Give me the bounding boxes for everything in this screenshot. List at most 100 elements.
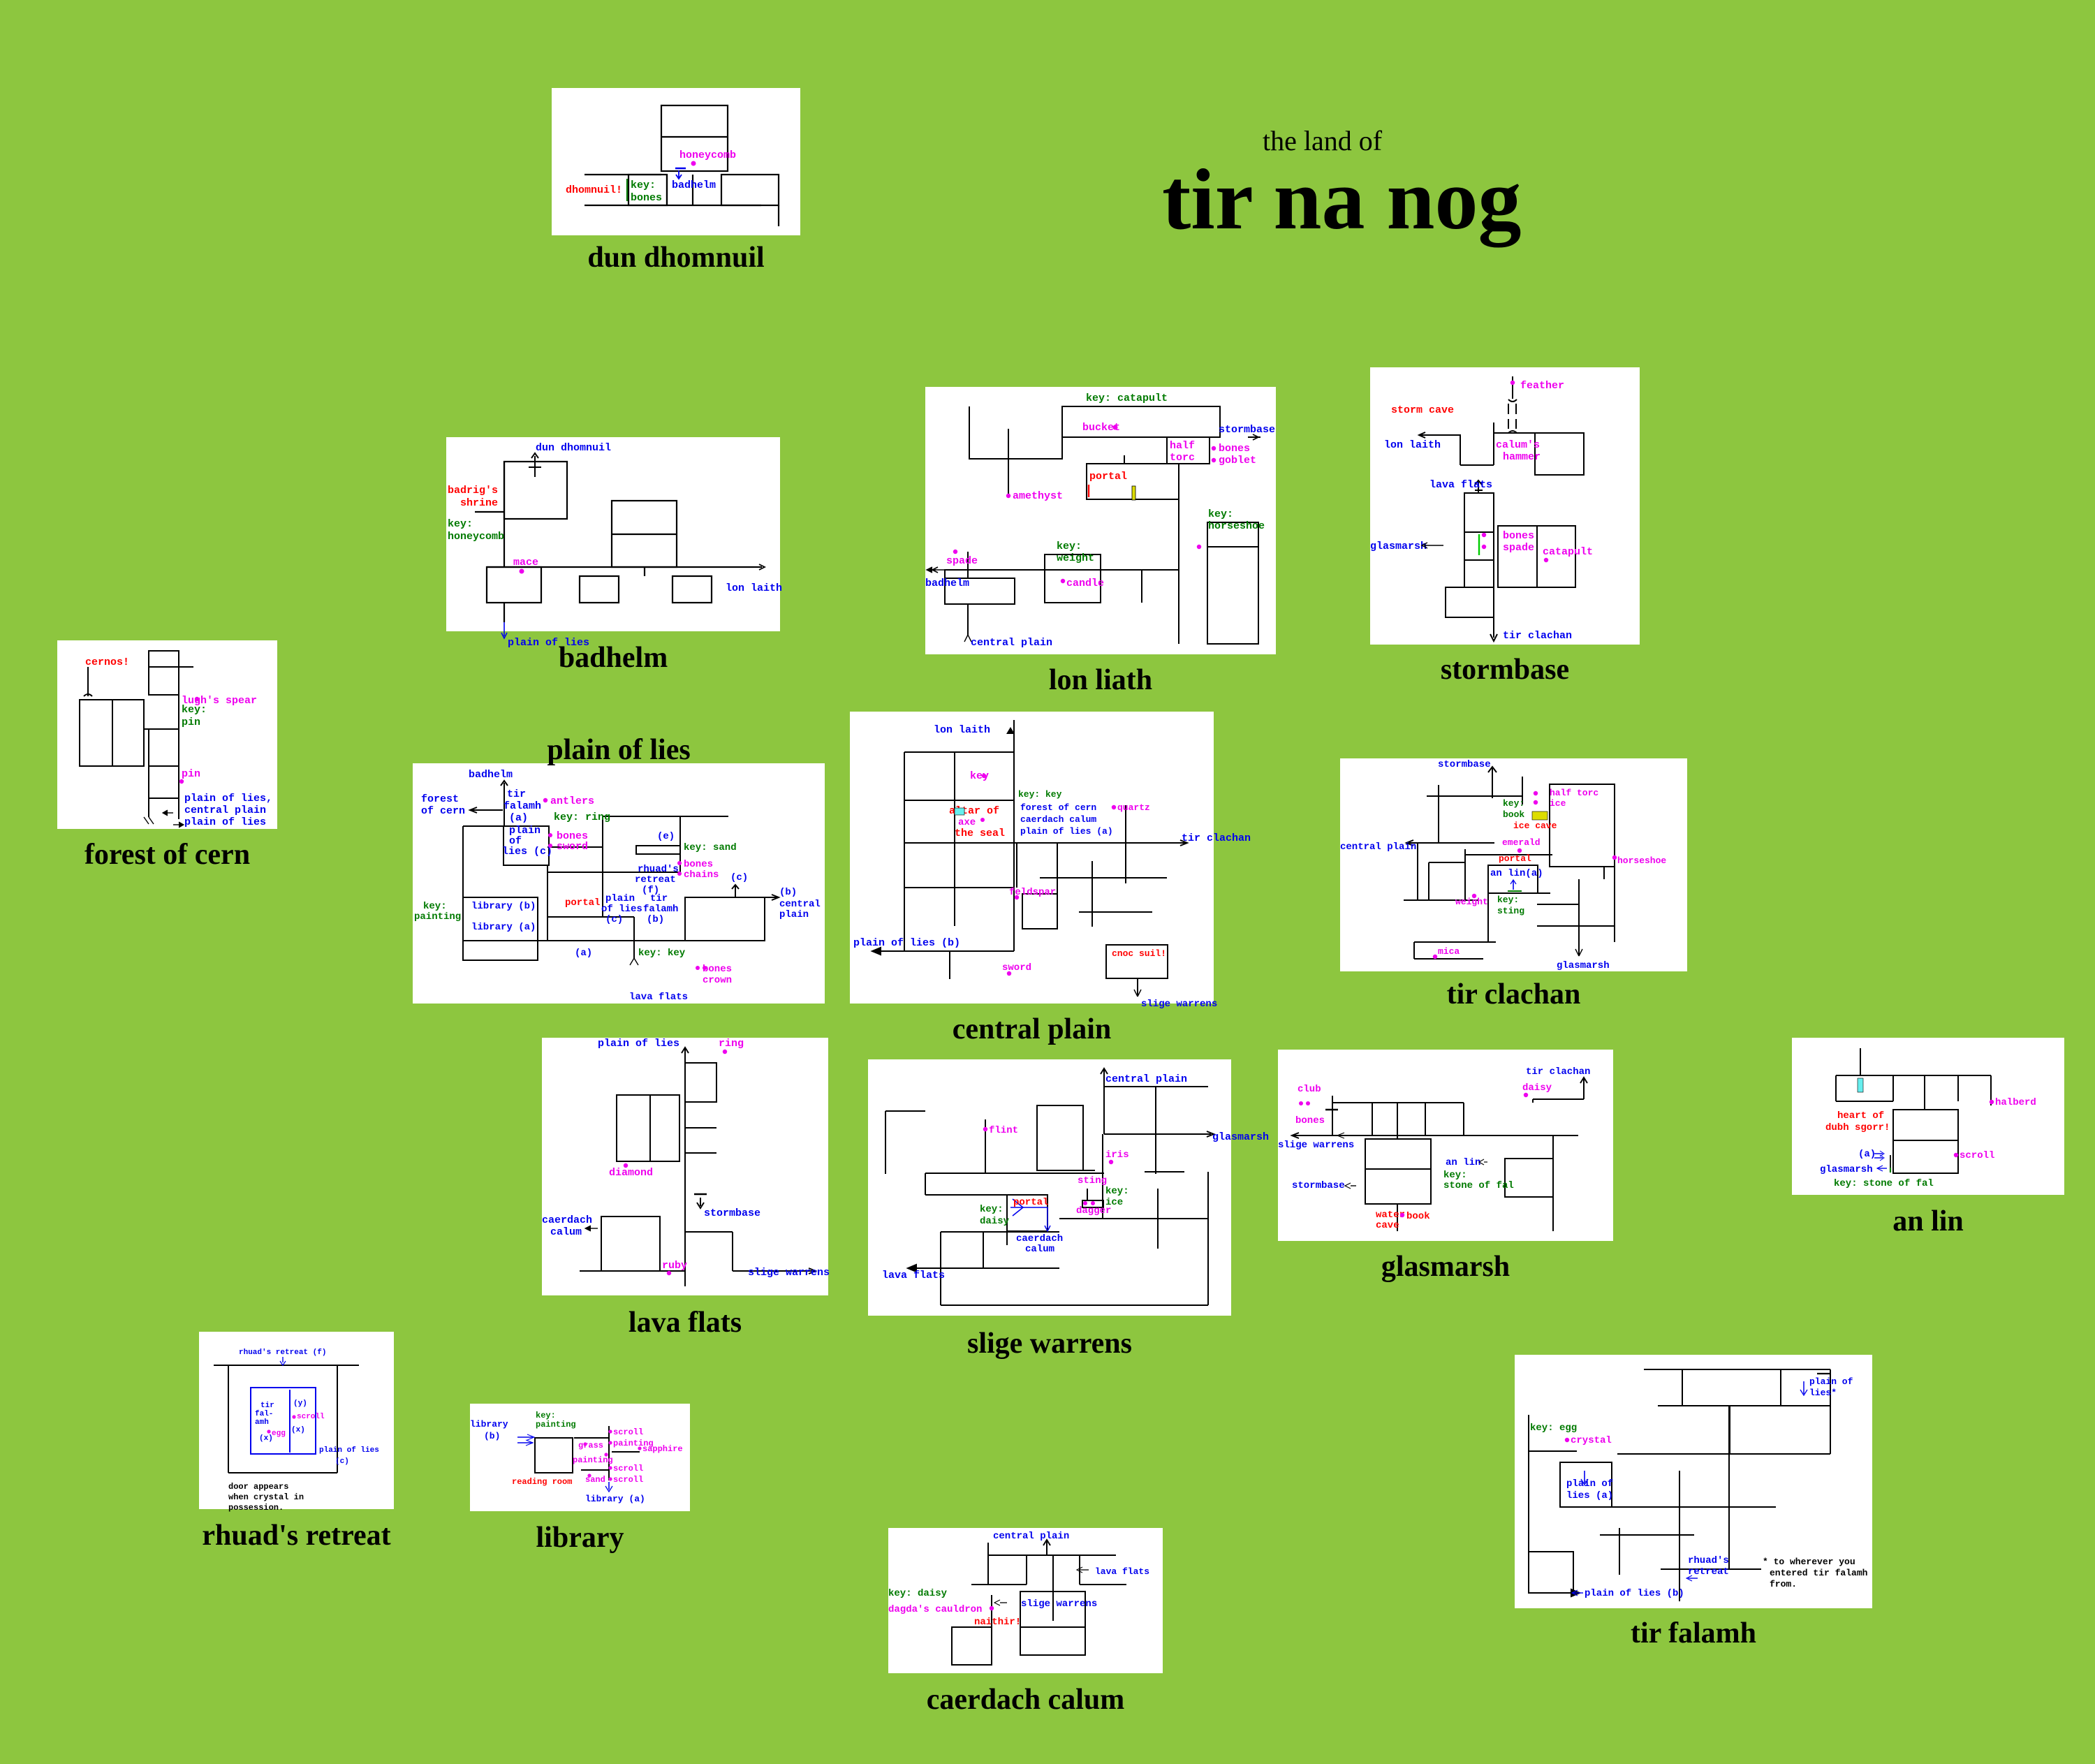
svg-text:amh: amh xyxy=(255,1418,269,1427)
svg-text:honeycomb: honeycomb xyxy=(679,149,736,161)
svg-text:plain of lies: plain of lies xyxy=(598,1038,679,1050)
svg-text:forest of cern: forest of cern xyxy=(1020,802,1096,813)
svg-text:tir clachan: tir clachan xyxy=(1503,630,1572,642)
svg-text:bones: bones xyxy=(1219,443,1250,455)
svg-text:key:: key: xyxy=(1497,895,1519,905)
svg-text:cernos!: cernos! xyxy=(85,656,129,668)
svg-text:tir: tir xyxy=(507,788,526,800)
svg-text:key: ring: key: ring xyxy=(554,811,610,823)
svg-text:ruby: ruby xyxy=(662,1260,687,1272)
svg-text:(x): (x) xyxy=(259,1434,273,1443)
svg-text:slige warrens: slige warrens xyxy=(1021,1598,1097,1610)
svg-text:an lin: an lin xyxy=(1446,1157,1480,1168)
svg-text:(c): (c) xyxy=(730,872,748,883)
svg-text:portal: portal xyxy=(1013,1197,1048,1208)
svg-text:flint: flint xyxy=(989,1125,1018,1136)
svg-text:falamh: falamh xyxy=(643,904,678,915)
svg-text:plain of lies (a): plain of lies (a) xyxy=(1020,826,1113,837)
svg-text:portal: portal xyxy=(1499,853,1531,864)
svg-text:horseshoe: horseshoe xyxy=(1617,855,1666,866)
svg-text:rhuad's: rhuad's xyxy=(638,864,679,875)
svg-text:portal: portal xyxy=(565,897,600,909)
svg-text:(a): (a) xyxy=(575,948,592,959)
svg-text:rhuad's retreat (f): rhuad's retreat (f) xyxy=(239,1348,326,1357)
svg-text:daisy: daisy xyxy=(1522,1082,1552,1094)
svg-text:hammer: hammer xyxy=(1503,451,1541,463)
svg-text:key: egg: key: egg xyxy=(1530,1423,1577,1434)
svg-text:honeycomb: honeycomb xyxy=(448,531,504,543)
svg-text:dhomnuil!: dhomnuil! xyxy=(566,184,622,196)
svg-text:quartz: quartz xyxy=(1117,802,1150,813)
svg-text:calum: calum xyxy=(1025,1244,1054,1255)
svg-text:key:: key: xyxy=(423,901,447,912)
svg-text:ice cave: ice cave xyxy=(1513,821,1557,831)
svg-text:(c): (c) xyxy=(335,1457,349,1466)
svg-text:spade: spade xyxy=(946,555,978,567)
svg-text:glasmarsh: glasmarsh xyxy=(1557,960,1610,971)
svg-text:plain of lies,: plain of lies, xyxy=(184,793,272,804)
svg-text:cave: cave xyxy=(1376,1220,1399,1231)
svg-text:emerald: emerald xyxy=(1502,837,1541,848)
svg-text:central plain: central plain xyxy=(971,637,1052,649)
svg-text:key: key: key: key xyxy=(638,948,686,959)
svg-text:central plain: central plain xyxy=(184,804,266,816)
svg-text:(b): (b) xyxy=(647,914,664,925)
svg-text:sword: sword xyxy=(557,841,588,853)
svg-text:bones: bones xyxy=(1295,1115,1325,1126)
svg-text:scroll: scroll xyxy=(613,1464,643,1473)
svg-text:key: sand: key: sand xyxy=(684,842,737,853)
svg-text:club: club xyxy=(1298,1084,1321,1095)
svg-text:lava flats: lava flats xyxy=(629,992,688,1003)
svg-text:key:: key: xyxy=(1057,541,1082,552)
svg-text:daisy: daisy xyxy=(980,1216,1010,1227)
svg-text:dubh sgorr!: dubh sgorr! xyxy=(1825,1122,1890,1133)
svg-text:tir clachan: tir clachan xyxy=(1526,1066,1590,1078)
svg-text:key:: key: xyxy=(1443,1170,1467,1181)
svg-text:crown: crown xyxy=(703,975,732,986)
svg-text:sting: sting xyxy=(1078,1175,1107,1186)
svg-text:slige warrens: slige warrens xyxy=(1278,1140,1354,1151)
svg-text:plain of lies: plain of lies xyxy=(184,816,266,828)
svg-text:(a): (a) xyxy=(1858,1149,1876,1160)
svg-text:cnoc suil!: cnoc suil! xyxy=(1112,948,1166,959)
svg-text:an lin(a): an lin(a) xyxy=(1490,868,1543,879)
svg-text:library (a): library (a) xyxy=(585,1494,645,1504)
svg-text:caerdach: caerdach xyxy=(1016,1233,1063,1244)
svg-text:lava flats: lava flats xyxy=(1429,479,1492,491)
svg-text:half torc: half torc xyxy=(1550,788,1598,798)
svg-text:feather: feather xyxy=(1520,380,1564,392)
svg-text:grass: grass xyxy=(578,1441,603,1450)
svg-text:forest: forest xyxy=(421,793,459,805)
svg-text:badhelm: badhelm xyxy=(925,578,969,589)
svg-text:book: book xyxy=(1503,809,1524,820)
svg-text:key: daisy: key: daisy xyxy=(888,1588,948,1599)
svg-text:plain: plain xyxy=(605,893,635,904)
svg-text:glasmarsh: glasmarsh xyxy=(1212,1131,1269,1143)
svg-text:* to wherever you: * to wherever you xyxy=(1763,1557,1855,1567)
svg-text:of lies: of lies xyxy=(601,904,642,915)
svg-text:library: library xyxy=(470,1419,508,1429)
svg-text:key:: key: xyxy=(980,1204,1004,1215)
svg-text:book: book xyxy=(1406,1211,1430,1222)
svg-text:pin: pin xyxy=(182,768,200,780)
svg-text:badhelm: badhelm xyxy=(672,179,716,191)
svg-text:glasmarsh: glasmarsh xyxy=(1820,1164,1873,1175)
svg-text:horseshoe: horseshoe xyxy=(1208,520,1265,532)
svg-text:library (a): library (a) xyxy=(471,922,536,933)
svg-text:sting: sting xyxy=(1497,906,1524,916)
svg-text:rhuad's: rhuad's xyxy=(1688,1555,1729,1566)
svg-text:amethyst: amethyst xyxy=(1013,490,1063,502)
svg-text:painting: painting xyxy=(414,911,461,923)
svg-text:stormbase: stormbase xyxy=(1292,1180,1345,1191)
svg-text:key: catapult: key: catapult xyxy=(1086,392,1168,404)
svg-text:scroll: scroll xyxy=(613,1427,643,1437)
svg-text:scroll: scroll xyxy=(613,1475,643,1485)
svg-text:half: half xyxy=(1170,440,1195,452)
svg-text:dagda's cauldron: dagda's cauldron xyxy=(888,1604,982,1615)
svg-text:lies*: lies* xyxy=(1809,1388,1837,1398)
svg-text:key:: key: xyxy=(1503,798,1524,809)
svg-text:scroll: scroll xyxy=(297,1413,325,1421)
svg-text:(e): (e) xyxy=(657,831,675,842)
svg-text:lava flats: lava flats xyxy=(882,1270,945,1281)
svg-text:retreat: retreat xyxy=(635,874,676,885)
